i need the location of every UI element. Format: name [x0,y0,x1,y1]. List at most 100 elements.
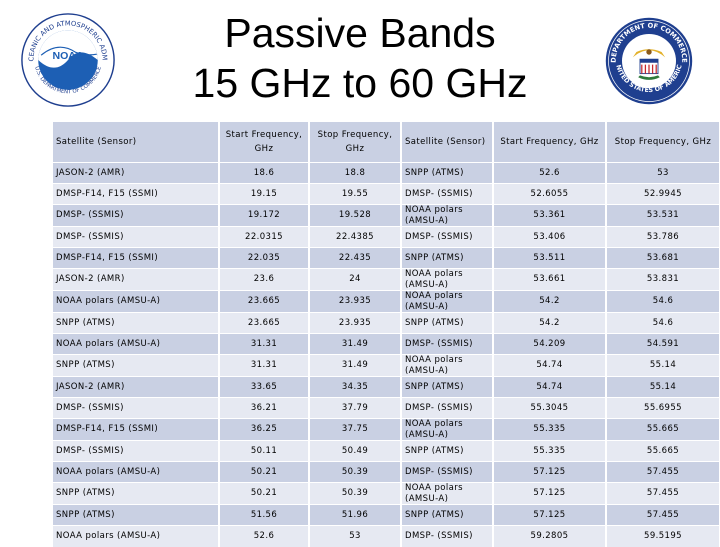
stop-frequency-cell: 57.455 [606,461,720,483]
stop-frequency-cell: 53.531 [606,204,720,227]
satellite-cell: DMSP-F14, F15 (SSMI) [53,183,220,205]
table-row: DMSP-F14, F15 (SSMI) 22.035 22.435 SNPP (AT… [53,247,720,269]
start-frequency-cell: 57.125 [493,504,607,526]
column-header-satellite: Satellite (Sensor) [53,122,220,163]
start-frequency-cell: 36.21 [219,397,310,419]
page-title: Passive Bands 15 GHz to 60 GHz [150,8,570,108]
start-frequency-cell: 50.21 [219,482,310,505]
column-header-stop-frequency: Stop Frequency, GHz [606,122,720,163]
start-frequency-cell: 31.31 [219,354,310,377]
column-header-start-frequency: Start Frequency, GHz [493,122,607,163]
table-row: DMSP- (SSMIS) 50.11 50.49 SNPP (ATMS) 55.335… [53,440,720,462]
start-frequency-cell: 36.25 [219,418,310,441]
satellite-cell: SNPP (ATMS) [401,376,494,398]
satellite-cell: DMSP- (SSMIS) [401,226,494,248]
table-row: DMSP- (SSMIS) 19.172 19.528 NOAA polars (AM… [53,204,720,227]
stop-frequency-cell: 18.8 [309,162,402,184]
start-frequency-cell: 18.6 [219,162,310,184]
start-frequency-cell: 54.209 [493,333,607,355]
stop-frequency-cell: 50.39 [309,482,402,505]
start-frequency-cell: 54.2 [493,290,607,313]
satellite-cell: JASON-2 (AMR) [53,162,220,184]
table-header-row: Satellite (Sensor) Start Frequency, GHz … [53,122,720,163]
satellite-cell: SNPP (ATMS) [53,312,220,334]
table-row: SNPP (ATMS) 23.665 23.935 SNPP (ATMS) 54.2 54… [53,312,720,334]
start-frequency-cell: 59.2805 [493,525,607,547]
satellite-cell: NOAA polars (AMSU-A) [401,418,494,441]
stop-frequency-cell: 54.6 [606,312,720,334]
stop-frequency-cell: 19.55 [309,183,402,205]
satellite-cell: DMSP- (SSMIS) [53,440,220,462]
satellite-cell: NOAA polars (AMSU-A) [53,290,220,313]
stop-frequency-cell: 19.528 [309,204,402,227]
passive-bands-table: Satellite (Sensor) Start Frequency, GHz … [53,122,720,547]
stop-frequency-cell: 59.5195 [606,525,720,547]
start-frequency-cell: 22.035 [219,247,310,269]
table-row: DMSP- (SSMIS) 22.0315 22.4385 DMSP- (SSMIS)… [53,226,720,248]
satellite-cell: SNPP (ATMS) [401,504,494,526]
column-header-start-frequency: Start Frequency, GHz [219,122,310,163]
department-of-commerce-seal: DEPARTMENT OF COMMERCE UNITED STATES OF … [604,16,693,105]
satellite-cell: DMSP-F14, F15 (SSMI) [53,418,220,441]
start-frequency-cell: 19.15 [219,183,310,205]
satellite-cell: DMSP- (SSMIS) [401,333,494,355]
start-frequency-cell: 55.335 [493,418,607,441]
satellite-cell: NOAA polars (AMSU-A) [401,290,494,313]
start-frequency-cell: 23.6 [219,268,310,291]
stop-frequency-cell: 53 [606,162,720,184]
start-frequency-cell: 53.661 [493,268,607,291]
table-row: DMSP- (SSMIS) 36.21 37.79 DMSP- (SSMIS) 55.3… [53,397,720,419]
satellite-cell: SNPP (ATMS) [53,354,220,377]
table-row: SNPP (ATMS) 50.21 50.39 NOAA polars (AMSU-A… [53,482,720,505]
table-row: DMSP-F14, F15 (SSMI) 36.25 37.75 NOAA polar… [53,418,720,441]
satellite-cell: SNPP (ATMS) [401,247,494,269]
stop-frequency-cell: 55.14 [606,376,720,398]
start-frequency-cell: 53.406 [493,226,607,248]
table-row: JASON-2 (AMR) 23.6 24 NOAA polars (AMSU-A) 5… [53,268,720,291]
start-frequency-cell: 50.11 [219,440,310,462]
satellite-cell: SNPP (ATMS) [401,162,494,184]
stop-frequency-cell: 22.4385 [309,226,402,248]
noaa-logo: NATIONAL OCEANIC AND ATMOSPHERIC ADMINIS… [20,12,115,107]
stop-frequency-cell: 53.786 [606,226,720,248]
start-frequency-cell: 55.335 [493,440,607,462]
start-frequency-cell: 52.6 [493,162,607,184]
table-row: SNPP (ATMS) 31.31 31.49 NOAA polars (AMSU-A… [53,354,720,377]
start-frequency-cell: 33.65 [219,376,310,398]
start-frequency-cell: 23.665 [219,290,310,313]
table-row: NOAA polars (AMSU-A) 23.665 23.935 NOAA pol… [53,290,720,313]
satellite-cell: NOAA polars (AMSU-A) [401,204,494,227]
start-frequency-cell: 53.511 [493,247,607,269]
satellite-cell: NOAA polars (AMSU-A) [53,461,220,483]
start-frequency-cell: 57.125 [493,482,607,505]
satellite-cell: DMSP- (SSMIS) [401,461,494,483]
stop-frequency-cell: 31.49 [309,354,402,377]
satellite-cell: DMSP- (SSMIS) [401,525,494,547]
satellite-cell: SNPP (ATMS) [401,440,494,462]
start-frequency-cell: 54.74 [493,354,607,377]
satellite-cell: DMSP-F14, F15 (SSMI) [53,247,220,269]
stop-frequency-cell: 57.455 [606,504,720,526]
table-row: NOAA polars (AMSU-A) 50.21 50.39 DMSP- (SSM… [53,461,720,483]
table-row: JASON-2 (AMR) 18.6 18.8 SNPP (ATMS) 52.6 53 [53,162,720,184]
table-row: SNPP (ATMS) 51.56 51.96 SNPP (ATMS) 57.125 57… [53,504,720,526]
stop-frequency-cell: 23.935 [309,312,402,334]
table-body: JASON-2 (AMR) 18.6 18.8 SNPP (ATMS) 52.6 53 DM… [53,162,720,547]
start-frequency-cell: 51.56 [219,504,310,526]
start-frequency-cell: 57.125 [493,461,607,483]
table-row: DMSP-F14, F15 (SSMI) 19.15 19.55 DMSP- (SSM… [53,183,720,205]
satellite-cell: DMSP- (SSMIS) [53,204,220,227]
stop-frequency-cell: 53.681 [606,247,720,269]
start-frequency-cell: 31.31 [219,333,310,355]
stop-frequency-cell: 51.96 [309,504,402,526]
satellite-cell: SNPP (ATMS) [53,504,220,526]
noaa-text: NOAA [52,50,83,62]
satellite-cell: NOAA polars (AMSU-A) [401,268,494,291]
start-frequency-cell: 54.74 [493,376,607,398]
satellite-cell: NOAA polars (AMSU-A) [401,354,494,377]
satellite-cell: JASON-2 (AMR) [53,376,220,398]
stop-frequency-cell: 53 [309,525,402,547]
column-header-stop-frequency: Stop Frequency, GHz [309,122,402,163]
satellite-cell: DMSP- (SSMIS) [401,183,494,205]
start-frequency-cell: 52.6055 [493,183,607,205]
